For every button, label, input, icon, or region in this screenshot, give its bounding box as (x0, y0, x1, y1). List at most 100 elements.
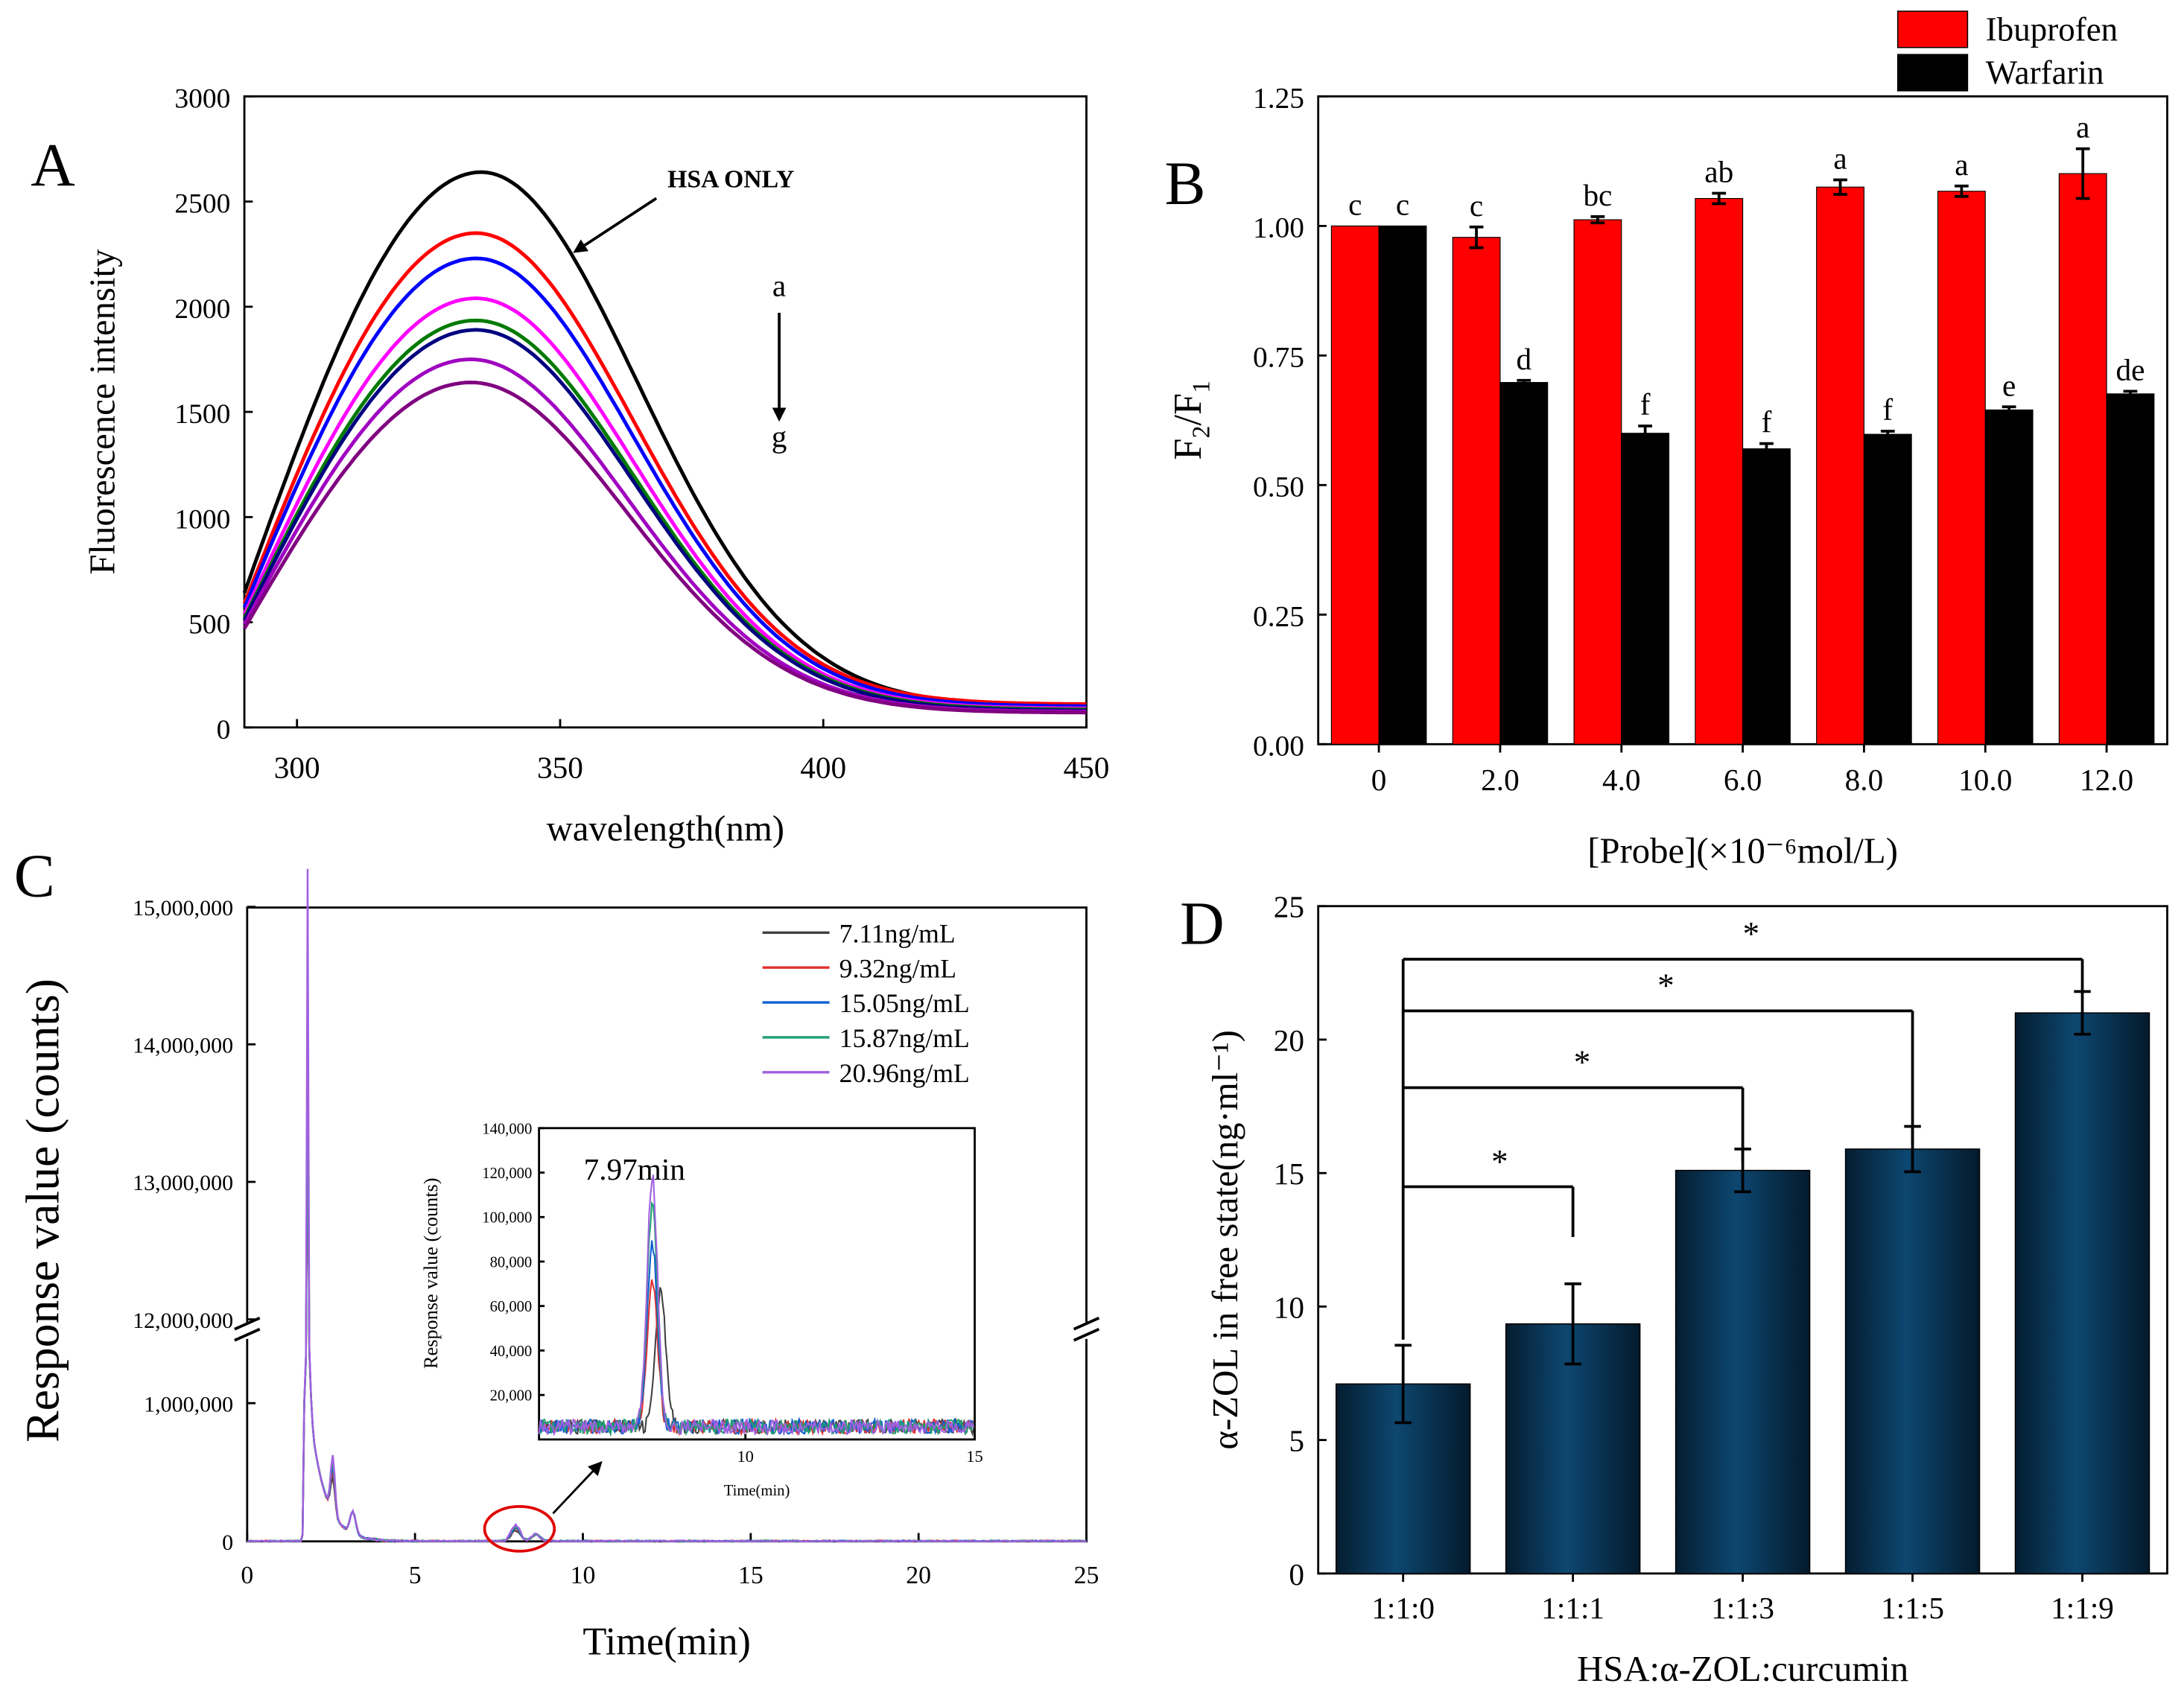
inset-y-tick-label: 100,000 (482, 1210, 532, 1227)
x-tick-label-c: 25 (1074, 1562, 1099, 1589)
bar-warfarin (1621, 433, 1670, 745)
x-tick-label-d: 1:1:3 (1711, 1591, 1774, 1625)
x-axis-label-b: [Probe](×10⁻⁶mol/L) (1587, 831, 1898, 871)
significance-letter: e (2002, 368, 2016, 402)
significance-star: * (1574, 1044, 1591, 1081)
y-tick-label-a: 3000 (174, 83, 230, 114)
spectrum-line (242, 357, 1087, 713)
legend-label-b: Ibuprofen (1986, 10, 2118, 48)
y-tick-label-a: 500 (188, 610, 230, 640)
legend-label-c: 15.05ng/mL (839, 988, 970, 1018)
panel-label-c: C (14, 842, 55, 910)
inset-chromatogram-line (539, 1201, 975, 1437)
chart-d: 0 5 10 15 20 25 1:1:0 1:1:1 1:1:3 1:1:5 1:1:9 * * * * H… (1205, 890, 2168, 1689)
bar-warfarin (1742, 448, 1791, 745)
significance-letter: c (1470, 188, 1483, 223)
bar-warfarin (1378, 225, 1427, 745)
y-tick-label-d: 25 (1274, 890, 1304, 924)
y-tick-label-c: 15,000,000 (133, 896, 233, 920)
chromatogram-line (247, 868, 1088, 1543)
inset-y-tick-label: 20,000 (490, 1388, 533, 1405)
inset-chromatogram-line (538, 1174, 975, 1437)
significance-letter: c (1348, 187, 1362, 221)
inset-y-tick-label: 80,000 (490, 1254, 533, 1271)
significance-letter: de (2115, 352, 2145, 387)
bar-warfarin (1863, 433, 1912, 745)
x-tick-label-d: 1:1:0 (1371, 1591, 1435, 1625)
inset-x-axis-label: Time(min) (724, 1483, 790, 1499)
spectrum-line (242, 381, 1087, 715)
y-tick-label-b: 1.00 (1253, 211, 1304, 244)
y-tick-label-c: 13,000,000 (133, 1171, 233, 1195)
x-axis-label-a: wavelength(nm) (547, 809, 784, 849)
bar-warfarin (1984, 409, 2034, 745)
legend-label-c: 7.11ng/mL (839, 918, 956, 948)
bar-ibuprofen (1695, 197, 1744, 745)
spectrum-line (242, 231, 1087, 706)
bar-warfarin (2106, 393, 2155, 745)
bar-ibuprofen (2058, 173, 2107, 745)
x-tick-label-a: 300 (274, 750, 320, 784)
plot-frame-a (243, 95, 1088, 729)
significance-letter: a (2076, 110, 2089, 144)
inset-peak-annotation: 7.97min (584, 1152, 685, 1186)
y-tick-label-c: 0 (222, 1530, 233, 1555)
y-tick-label-a: 2500 (174, 189, 230, 220)
bar-ibuprofen (1937, 191, 1986, 745)
axis-break-mark (234, 1328, 261, 1342)
y-tick-label-a: 0 (217, 715, 231, 745)
hsa-only-arrow (573, 197, 658, 253)
bar-free-zol (2014, 1012, 2150, 1574)
significance-letter: d (1516, 342, 1531, 376)
x-tick-label-b: 6.0 (1724, 763, 1762, 797)
y-tick-label-d: 20 (1274, 1023, 1304, 1058)
inset-y-tick-label: 140,000 (482, 1121, 532, 1137)
significance-letter: c (1396, 187, 1409, 221)
significance-letter: f (1762, 405, 1772, 439)
x-tick-label-d: 1:1:5 (1881, 1591, 1944, 1625)
legend-swatch-b (1896, 54, 1969, 92)
x-tick-label-a: 400 (800, 750, 846, 784)
y-tick-label-d: 10 (1274, 1290, 1304, 1324)
spectrum-line (242, 256, 1087, 708)
significance-letter: bc (1583, 178, 1612, 212)
inset-y-tick-label: 40,000 (490, 1343, 533, 1360)
bar-free-zol (1844, 1148, 1981, 1574)
y-axis-label-b: F2/F1 (1166, 381, 1215, 460)
y-tick-label-b: 0.50 (1253, 470, 1304, 503)
y-tick-label-b: 0.75 (1253, 340, 1304, 373)
x-axis-label-c: Time(min) (582, 1621, 751, 1664)
y-tick-label-a: 2000 (174, 294, 230, 325)
y-tick-label-d: 5 (1289, 1424, 1304, 1458)
y-tick-label-b: 0.00 (1253, 729, 1304, 762)
legend-label-c: 9.32ng/mL (839, 953, 956, 983)
bar-free-zol (1505, 1323, 1641, 1574)
significance-star: * (1743, 915, 1760, 953)
axis-break-mark (1073, 1328, 1100, 1342)
inset-pointer-arrow (552, 1461, 603, 1515)
bar-ibuprofen (1573, 219, 1622, 745)
significance-letter: a (1833, 141, 1847, 175)
significance-letter: a (1955, 147, 1968, 182)
inset-y-tick-label: 60,000 (490, 1299, 533, 1315)
significance-star: * (1491, 1143, 1508, 1180)
x-tick-label-c: 5 (409, 1562, 422, 1589)
inset-y-axis-label: Response value (counts) (420, 1178, 442, 1369)
y-tick-label-b: 1.25 (1253, 81, 1304, 114)
significance-letter: f (1882, 392, 1893, 427)
y-tick-label-c: 12,000,000 (133, 1308, 233, 1333)
x-tick-label-b: 4.0 (1602, 763, 1641, 797)
panel-label-b: B (1164, 150, 1205, 217)
bar-ibuprofen (1330, 225, 1380, 745)
chart-a: 300 350 400 450 0 500 1000 1500 2000 2500 3000 wave… (83, 83, 1110, 848)
legend-swatch-b (1896, 10, 1969, 48)
x-tick-label-b: 0 (1371, 763, 1387, 797)
y-tick-label-c: 14,000,000 (133, 1034, 233, 1058)
y-tick-label-a: 1500 (174, 399, 230, 430)
inset-y-tick-label: 120,000 (482, 1165, 532, 1182)
y-tick-label-c: 1,000,000 (144, 1392, 233, 1416)
significance-letter: ab (1704, 155, 1733, 189)
